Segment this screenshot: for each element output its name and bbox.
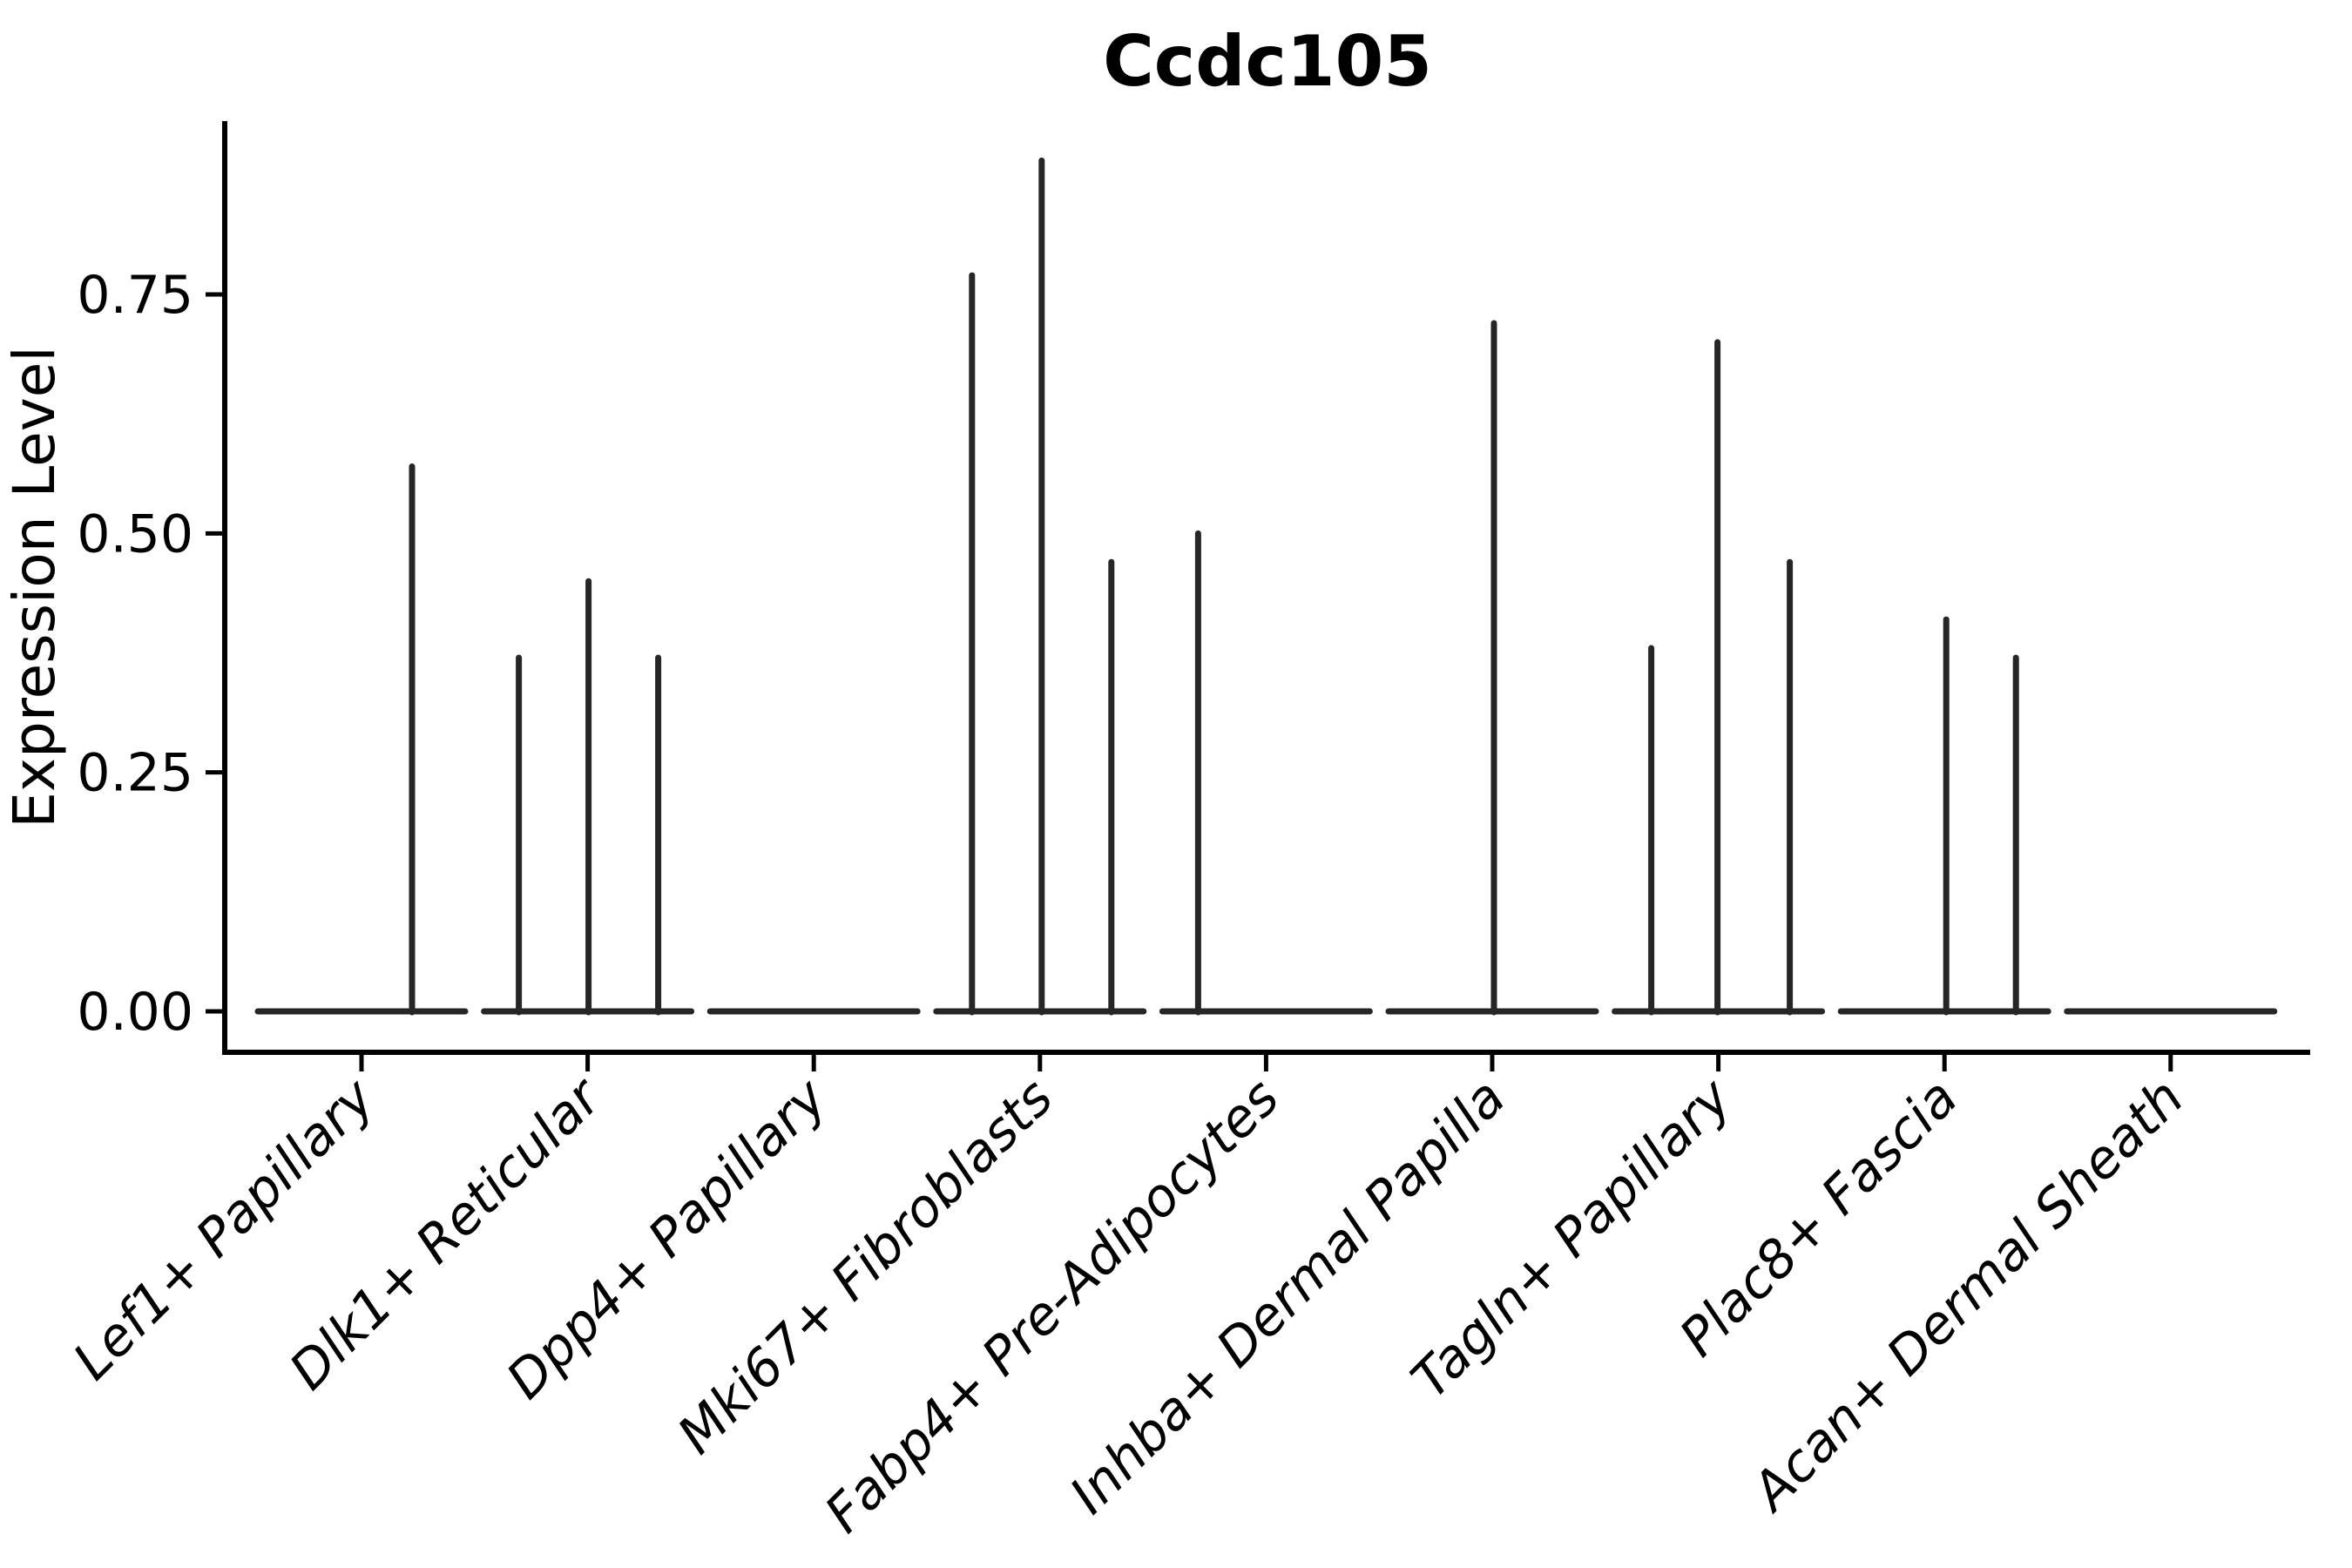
violins [254,157,2278,1016]
y-axis-title: Expression Level [1,346,68,828]
y-tick-label: 0.25 [77,743,193,804]
x-category-label: Acan+ Dermal Sheath [1739,1067,2196,1524]
y-tick-label: 0.00 [77,982,193,1043]
x-category-label: Fabp4+ Pre-Adipocytes [814,1067,1291,1544]
chart-title: Ccdc105 [1103,21,1432,102]
axes [222,121,2310,1055]
y-axis-ticks: 0.00 0.25 0.50 0.75 [77,265,225,1043]
x-category-label: Inhba+ Dermal Papilla [1058,1067,1517,1525]
y-tick-label: 0.50 [77,504,193,564]
y-tick-label: 0.75 [77,265,193,326]
axis-spines [222,121,2310,1055]
x-category-label: Mki67+ Fibroblasts [666,1067,1065,1466]
